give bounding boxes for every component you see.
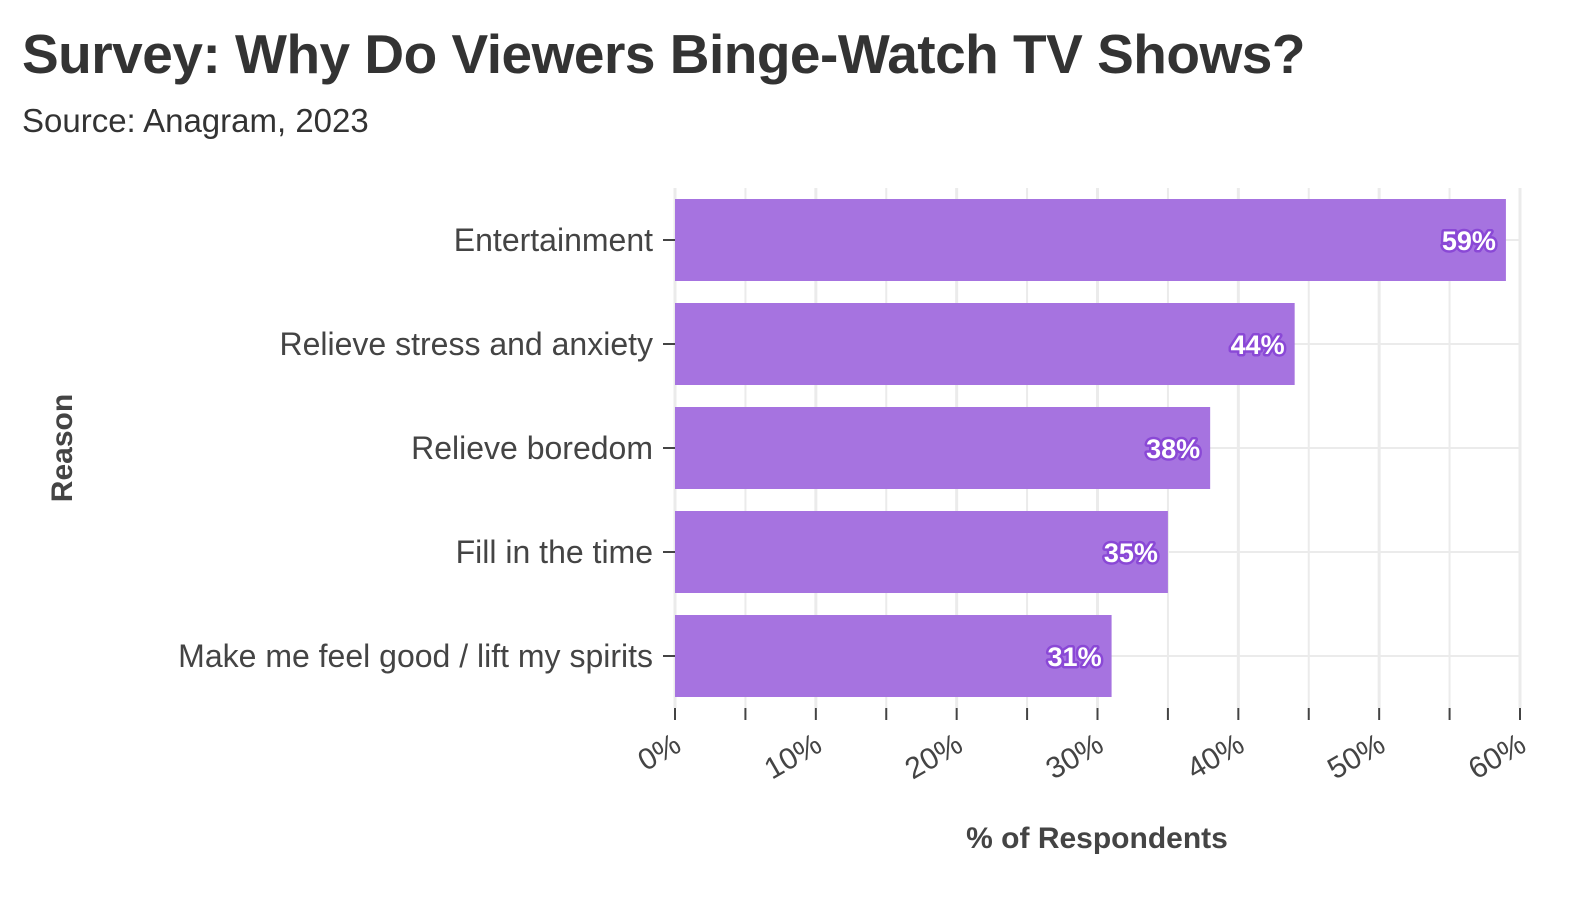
bar-value-label: 38% — [1146, 434, 1200, 464]
bar — [675, 407, 1211, 489]
x-tick-label: 30% — [1040, 727, 1109, 786]
bar-layer — [675, 199, 1506, 697]
bar — [675, 615, 1112, 697]
bar — [675, 199, 1506, 281]
category-label: Fill in the time — [456, 534, 653, 570]
bar — [675, 511, 1168, 593]
category-label: Make me feel good / lift my spirits — [178, 638, 653, 674]
bar-value-label: 44% — [1231, 330, 1285, 360]
x-tick-label: 60% — [1463, 727, 1532, 786]
bar-value-label: 31% — [1048, 642, 1102, 672]
category-label: Entertainment — [454, 222, 653, 258]
bar — [675, 303, 1295, 385]
x-tick-label: 20% — [900, 727, 969, 786]
category-label: Relieve stress and anxiety — [279, 326, 653, 362]
x-tick-label: 10% — [759, 727, 828, 786]
category-label: Relieve boredom — [411, 430, 653, 466]
bar-value-label: 59% — [1442, 226, 1496, 256]
x-tick-label: 50% — [1322, 727, 1391, 786]
bar-value-label: 35% — [1104, 538, 1158, 568]
chart-title: Survey: Why Do Viewers Binge-Watch TV Sh… — [22, 23, 1305, 85]
x-tick-label: 40% — [1181, 727, 1250, 786]
chart-subtitle: Source: Anagram, 2023 — [22, 102, 369, 139]
x-axis-title: % of Respondents — [966, 822, 1228, 855]
x-tick-label: 0% — [632, 727, 686, 777]
y-axis-title: Reason — [46, 394, 79, 502]
